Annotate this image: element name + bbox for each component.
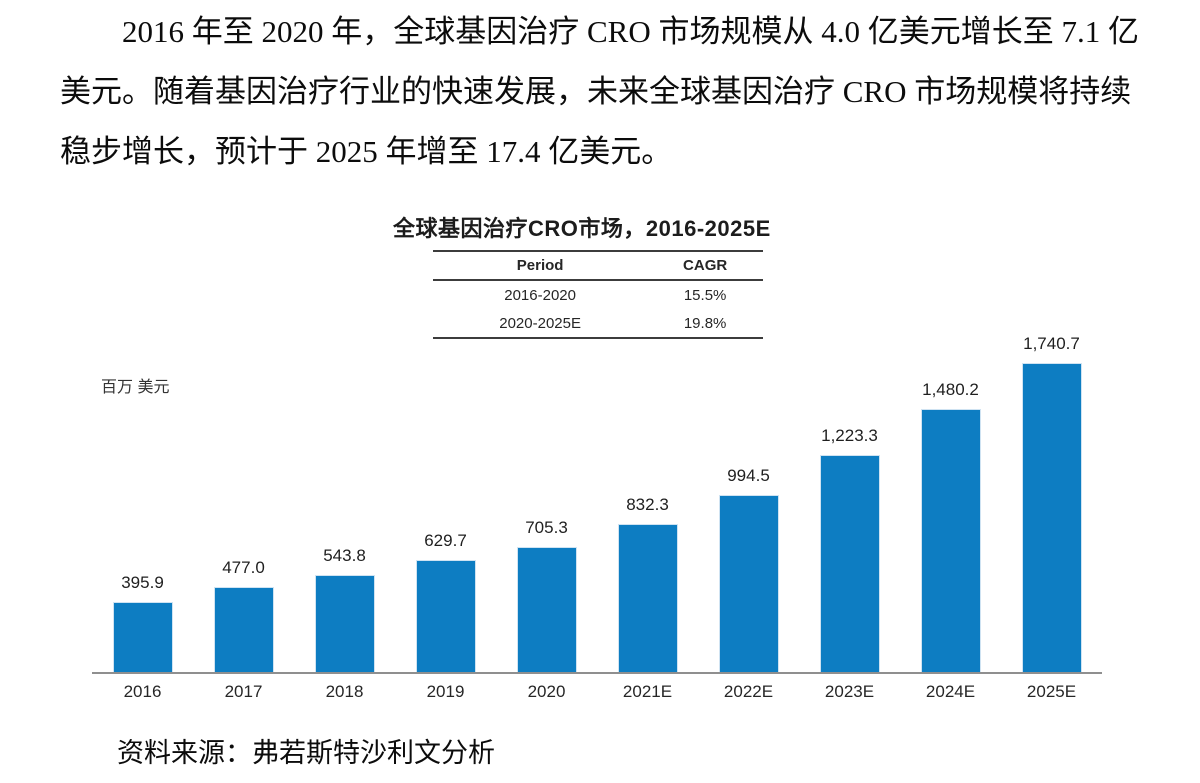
x-axis-tick-label: 2023E <box>824 682 875 701</box>
bar-2017 <box>213 587 274 672</box>
cagr-period-cell: 2020-2025E <box>499 314 581 332</box>
cagr-table: Period CAGR 2016-2020 15.5% 2020-2025E 1… <box>433 250 763 339</box>
bar-slot: 994.5 <box>698 340 799 672</box>
bar-2022E <box>718 495 779 672</box>
bar-slot: 705.3 <box>496 340 597 672</box>
x-axis-tick-label: 2022E <box>723 682 774 701</box>
bar-2025E <box>1021 363 1082 672</box>
bar-2018 <box>314 575 375 672</box>
x-axis-tick-label: 2019 <box>426 682 465 701</box>
body-paragraph: 2016 年至 2020 年，全球基因治疗 CRO 市场规模从 4.0 亿美元增… <box>60 2 1139 182</box>
x-axis-tick-label: 2024E <box>925 682 976 701</box>
cagr-value-cell: 19.8% <box>683 314 727 332</box>
bar-series: 395.9 477.0 543.8 629.7 705.3 832.3 994.5 1,223… <box>92 335 1102 672</box>
bar-slot: 395.9 <box>92 340 193 672</box>
bar-value-label: 1,740.7 <box>1023 334 1080 353</box>
bar-slot: 629.7 <box>395 340 496 672</box>
source-note: 资料来源：弗若斯特沙利文分析 <box>117 738 495 768</box>
cagr-value-cell: 15.5% <box>683 286 727 304</box>
bar-2024E <box>920 409 981 672</box>
bar-value-label: 543.8 <box>323 546 366 565</box>
x-axis-tick-label: 2016 <box>123 682 162 701</box>
bar-value-label: 1,223.3 <box>821 426 878 445</box>
x-axis-tick-label: 2020 <box>527 682 566 701</box>
paragraph-line-1: 2016 年至 2020 年，全球基因治疗 CRO 市场规模从 4.0 亿美元增… <box>122 14 1139 49</box>
bar-slot: 1,480.2 <box>900 340 1001 672</box>
cagr-table-header-row: Period CAGR <box>433 251 763 281</box>
cagr-table-header-cagr: CAGR <box>647 251 763 281</box>
x-axis-tick-label: 2017 <box>224 682 263 701</box>
bar-value-label: 629.7 <box>424 531 467 550</box>
bar-value-label: 832.3 <box>626 495 669 514</box>
x-axis-line <box>92 672 1102 674</box>
bar-slot: 543.8 <box>294 340 395 672</box>
bar-2021E <box>617 524 678 672</box>
bar-2016 <box>112 602 173 672</box>
bar-chart-plot: 395.9 477.0 543.8 629.7 705.3 832.3 994.5 1,223… <box>92 335 1102 674</box>
cagr-table-header-period: Period <box>433 251 648 281</box>
bar-value-label: 477.0 <box>222 558 265 577</box>
paragraph-line-2: 美元。随着基因治疗行业的快速发展，未来全球基因治疗 CRO 市场规模将持续 <box>60 74 1132 109</box>
cagr-period-cell: 2016-2020 <box>504 286 576 304</box>
bar-slot: 477.0 <box>193 340 294 672</box>
x-axis-tick-label: 2021E <box>622 682 673 701</box>
y-axis-unit-label: 百万 美元 <box>101 379 170 396</box>
bar-2023E <box>819 455 880 672</box>
bar-slot: 832.3 <box>597 340 698 672</box>
table-row: 2016-2020 15.5% <box>433 280 763 309</box>
x-axis-tick-label: 2025E <box>1026 682 1077 701</box>
bar-value-label: 705.3 <box>525 518 568 537</box>
bar-value-label: 1,480.2 <box>922 380 979 399</box>
bar-value-label: 994.5 <box>727 466 770 485</box>
bar-2020 <box>516 547 577 672</box>
x-axis-tick-label: 2018 <box>325 682 364 701</box>
chart-title: 全球基因治疗CRO市场，2016-2025E <box>393 216 771 241</box>
bar-2019 <box>415 560 476 672</box>
paragraph-line-3: 稳步增长，预计于 2025 年增至 17.4 亿美元。 <box>60 134 673 169</box>
bar-slot: 1,740.7 <box>1001 335 1102 672</box>
bar-slot: 1,223.3 <box>799 340 900 672</box>
table-row: 2020-2025E 19.8% <box>433 309 763 338</box>
bar-value-label: 395.9 <box>121 573 164 592</box>
x-axis-labels: 2016 2017 2018 2019 2020 2021E 2022E 2023E 2024E… <box>92 682 1102 702</box>
